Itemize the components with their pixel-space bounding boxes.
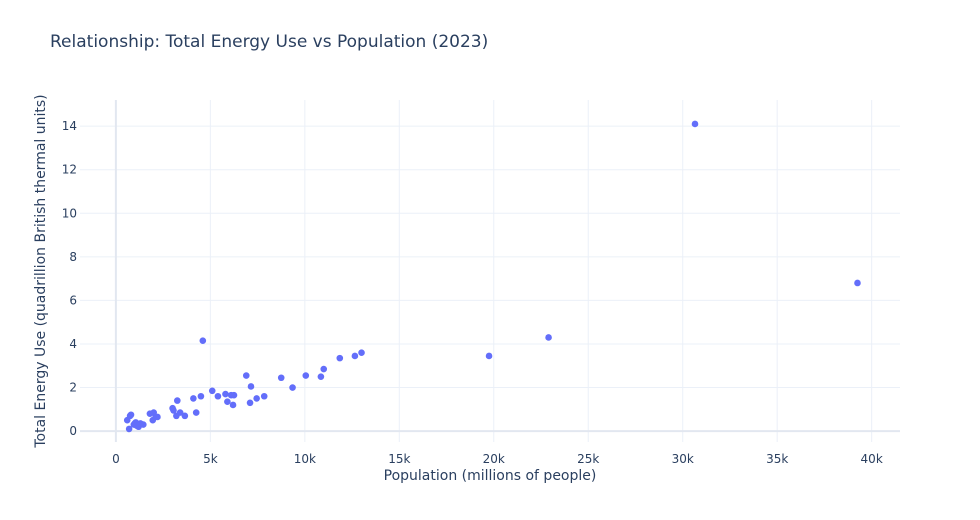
data-point (358, 349, 365, 356)
data-point (485, 352, 493, 360)
y-tick-label: 14 (62, 119, 77, 133)
y-tick-label: 12 (62, 163, 77, 177)
x-tick-label: 25k (577, 452, 599, 466)
x-tick-label: 20k (483, 452, 505, 466)
data-point (302, 372, 310, 379)
data-point (289, 384, 296, 391)
x-axis-title: Population (millions of people) (384, 468, 597, 484)
data-point (176, 409, 184, 416)
data-point (192, 409, 200, 416)
x-tick-label: 5k (203, 452, 218, 466)
y-tick-label: 6 (69, 293, 77, 307)
x-tick-label: 40k (861, 452, 883, 466)
x-tick-label: 15k (388, 452, 410, 466)
y-tick-label: 8 (69, 250, 77, 264)
data-point (277, 374, 285, 382)
data-point (317, 373, 325, 380)
x-tick-label: 35k (766, 452, 788, 466)
data-point (214, 392, 222, 400)
data-point (197, 392, 205, 400)
data-point (154, 413, 161, 421)
y-axis-title: Total Energy Use (quadrillion British th… (33, 94, 49, 448)
data-point (320, 365, 328, 373)
data-point (230, 391, 238, 399)
data-point (125, 425, 133, 433)
data-point (246, 399, 254, 407)
y-tick-label: 4 (69, 337, 77, 351)
data-point (336, 354, 344, 362)
data-point (190, 395, 197, 402)
data-point (139, 421, 147, 428)
data-point (170, 407, 177, 414)
x-tick-label: 30k (672, 452, 694, 466)
data-point (181, 412, 189, 420)
data-point (253, 395, 260, 402)
data-point (208, 387, 216, 395)
chart-title: Relationship: Total Energy Use vs Popula… (50, 32, 489, 52)
x-tick-label: 0 (112, 452, 120, 466)
data-point (199, 337, 207, 345)
data-point (224, 398, 231, 406)
data-point (229, 401, 237, 409)
data-point (260, 392, 268, 400)
data-point (351, 352, 359, 360)
x-tick-label: 10k (294, 452, 316, 466)
data-point (127, 411, 135, 419)
y-tick-label: 0 (69, 424, 77, 438)
y-tick-label: 10 (62, 206, 77, 220)
data-point (242, 372, 250, 379)
data-point (222, 390, 229, 398)
data-point (545, 334, 552, 341)
data-point (854, 279, 861, 287)
data-point (247, 383, 255, 390)
data-point (691, 120, 699, 128)
y-tick-label: 2 (69, 381, 77, 395)
data-point (174, 397, 181, 404)
